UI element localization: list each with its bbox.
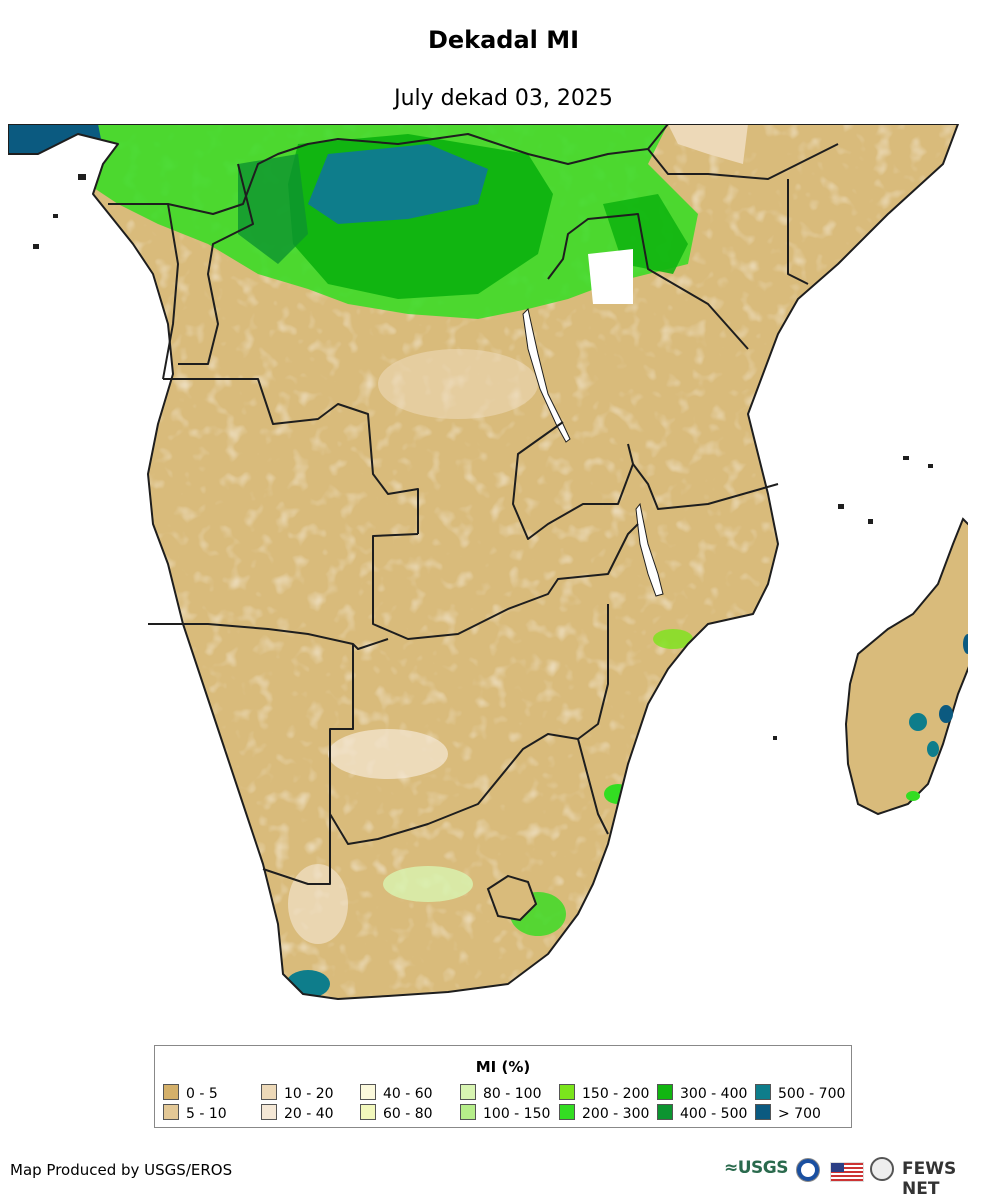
wet-zone-max bbox=[308, 144, 488, 224]
legend-item: 40 - 60 bbox=[360, 1084, 433, 1102]
legend-item: 10 - 20 bbox=[261, 1084, 334, 1102]
madagascar bbox=[844, 517, 968, 816]
islands bbox=[33, 174, 933, 740]
legend-item: 20 - 40 bbox=[261, 1104, 334, 1122]
legend: MI (%) 0 - 5 5 - 10 10 - 20 20 - 40 40 -… bbox=[154, 1045, 852, 1128]
state-department-seal-icon bbox=[870, 1157, 894, 1181]
noaa-logo-icon bbox=[796, 1158, 820, 1182]
legend-swatch bbox=[657, 1084, 673, 1100]
legend-title: MI (%) bbox=[475, 1058, 531, 1076]
map-subtitle: July dekad 03, 2025 bbox=[394, 86, 613, 111]
legend-swatch bbox=[657, 1104, 673, 1120]
wet-zone-northwest bbox=[8, 124, 103, 164]
legend-swatch bbox=[360, 1104, 376, 1120]
legend-swatch bbox=[460, 1104, 476, 1120]
legend-swatch bbox=[163, 1084, 179, 1100]
legend-swatch bbox=[261, 1104, 277, 1120]
producer-credit: Map Produced by USGS/EROS bbox=[10, 1161, 233, 1179]
legend-item: 0 - 5 bbox=[163, 1084, 218, 1102]
country-borders bbox=[8, 124, 959, 1000]
legend-item: 300 - 400 bbox=[657, 1084, 747, 1102]
legend-swatch bbox=[559, 1084, 575, 1100]
moisture-index-map bbox=[8, 124, 968, 1000]
fews-net-logo: FEWS NET bbox=[902, 1159, 957, 1199]
legend-item: 5 - 10 bbox=[163, 1104, 227, 1122]
us-flag-icon bbox=[830, 1162, 864, 1182]
legend-items: 0 - 5 5 - 10 10 - 20 20 - 40 40 - 60 60 … bbox=[163, 1084, 853, 1124]
map-title: Dekadal MI bbox=[427, 26, 580, 54]
legend-item: 400 - 500 bbox=[657, 1104, 747, 1122]
legend-item: 150 - 200 bbox=[559, 1084, 649, 1102]
lake-malawi bbox=[635, 502, 664, 597]
legend-item: > 700 bbox=[755, 1104, 821, 1122]
lesotho bbox=[486, 874, 538, 922]
legend-swatch bbox=[460, 1084, 476, 1100]
legend-item: 500 - 700 bbox=[755, 1084, 845, 1102]
legend-swatch bbox=[755, 1104, 771, 1120]
legend-swatch bbox=[261, 1084, 277, 1100]
legend-swatch bbox=[163, 1104, 179, 1120]
legend-item: 60 - 80 bbox=[360, 1104, 433, 1122]
lake-tanganyika bbox=[522, 308, 571, 443]
legend-item: 200 - 300 bbox=[559, 1104, 649, 1122]
partner-logos: ≈USGS FEWS NET bbox=[724, 1154, 999, 1199]
legend-swatch bbox=[559, 1104, 575, 1120]
legend-swatch bbox=[755, 1084, 771, 1100]
legend-swatch bbox=[360, 1084, 376, 1100]
legend-item: 80 - 100 bbox=[460, 1084, 542, 1102]
usgs-logo: ≈USGS bbox=[724, 1158, 789, 1178]
legend-item: 100 - 150 bbox=[460, 1104, 550, 1122]
